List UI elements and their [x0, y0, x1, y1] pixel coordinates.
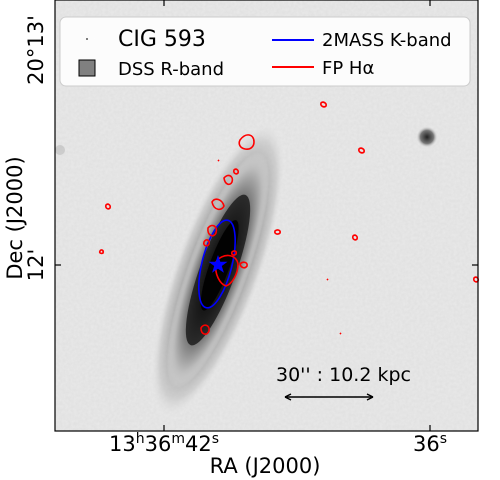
x-axis-label: RA (J2000) [210, 454, 321, 478]
y-axis-label: Dec (J2000) [3, 156, 27, 279]
legend-dss-label: DSS R-band [118, 59, 224, 80]
x-tick-label: 36s [413, 431, 447, 456]
y-tick-label: 12' [24, 249, 48, 282]
legend-object-name: CIG 593 [118, 27, 206, 52]
star-icon [208, 255, 228, 273]
axes-frame [54, 0, 479, 432]
scale-bar: 30'' : 10.2 kpc [276, 364, 411, 401]
legend: CIG 593 DSS R-band 2MASS K-band FP Hα [59, 16, 471, 87]
axis-ticks [55, 0, 478, 431]
twomass-contour [198, 219, 236, 309]
legend-fp-label: FP Hα [322, 58, 374, 79]
square-icon [78, 59, 96, 77]
x-tick-label: 13h36m42s [109, 431, 219, 456]
fp-halpha-contours [98, 101, 479, 335]
y-tick-label: 20°13' [24, 15, 48, 85]
point-marker-icon [86, 38, 88, 40]
legend-twomass-label: 2MASS K-band [322, 30, 452, 51]
background-star [416, 126, 438, 148]
scale-bar-label: 30'' : 10.2 kpc [276, 364, 411, 386]
